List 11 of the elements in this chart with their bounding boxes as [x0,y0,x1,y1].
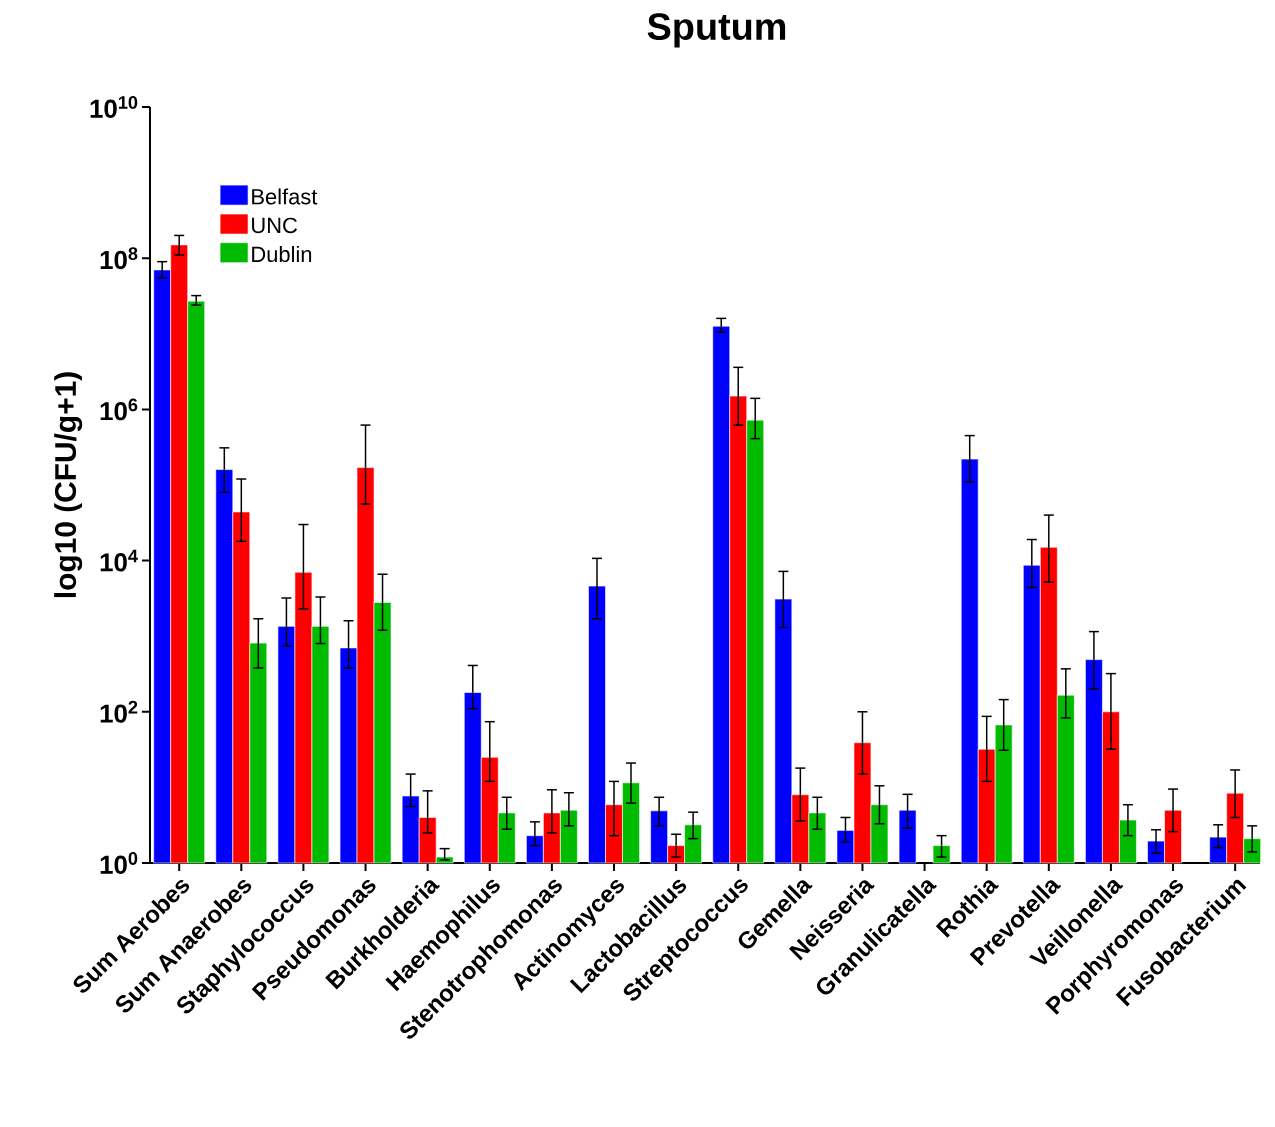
y-tick-label: 10$^{0}$ [100,852,138,874]
y-tick-label: 10$^{6}$ [100,398,138,421]
y-tick-label: 10$^{8}$ [100,247,138,270]
y-tick-label: 10$^{2}$ [100,700,138,723]
chart-title: Sputum [647,13,786,48]
y-tick-label: 10$^{10}$ [90,96,138,118]
legend-label: UNC [252,217,298,234]
legend-label: Dublin [252,246,312,263]
y-tick-label: 10$^{4}$ [100,549,138,572]
y-axis-title: log10 (CFU/g+1) [54,372,83,598]
legend-label: Belfast [252,188,318,205]
